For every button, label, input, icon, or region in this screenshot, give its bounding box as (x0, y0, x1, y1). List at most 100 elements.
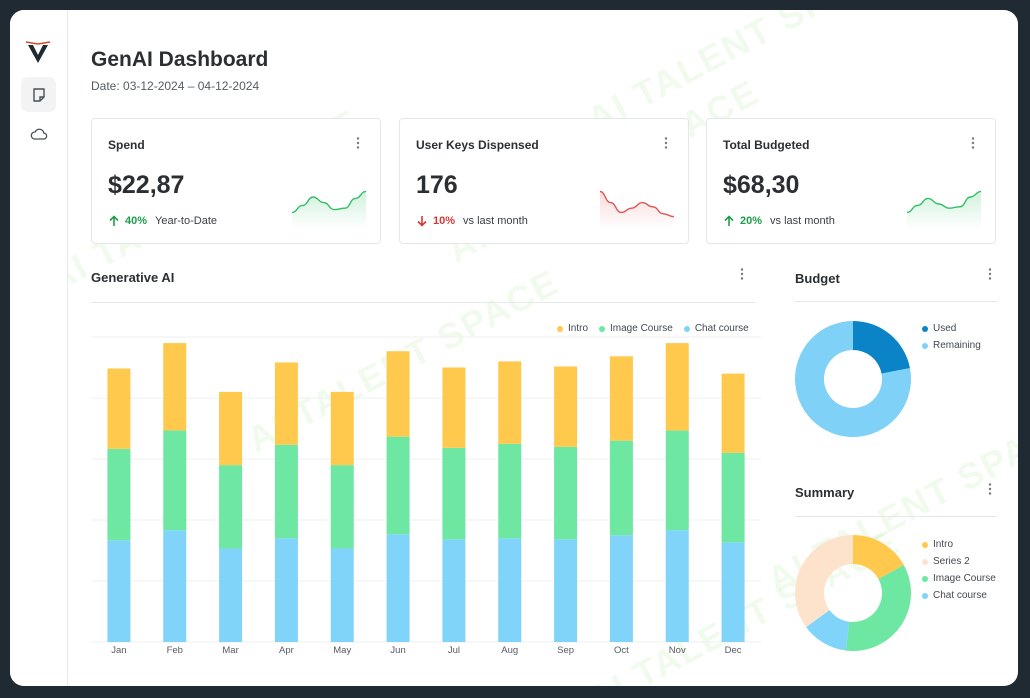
legend-label: Image Course (933, 573, 996, 584)
summary-legend: Intro Series 2 Image Course Chat course (922, 536, 996, 604)
sidebar-item-cloud[interactable] (21, 116, 56, 151)
legend-item-intro[interactable]: Intro (557, 323, 588, 334)
document-icon (32, 87, 45, 102)
kpi-card-total-budgeted[interactable]: Total Budgeted $68,30 20% vs last month (706, 118, 996, 244)
summary-donut-chart (795, 535, 911, 651)
sidebar-item-documents[interactable] (21, 77, 56, 112)
x-tick-label: Nov (669, 645, 686, 655)
bar-chat-course-apr (274, 538, 298, 642)
more-options-icon[interactable] (983, 482, 997, 496)
bar-image-course-jan (107, 448, 131, 541)
legend-label: Image Course (610, 323, 673, 334)
section-divider (91, 302, 755, 303)
bar-intro-nov (665, 343, 689, 431)
budget-title: Budget (795, 271, 840, 286)
kpi-value: 176 (416, 171, 458, 199)
generative-ai-title: Generative AI (91, 270, 175, 285)
bar-image-course-sep (554, 446, 578, 540)
more-options-icon[interactable] (659, 136, 673, 150)
legend-item-chat-course[interactable]: Chat course (922, 587, 996, 604)
legend-label: Chat course (933, 590, 987, 601)
bar-intro-mar (219, 391, 243, 466)
bar-image-course-aug (498, 443, 522, 539)
page-title: GenAI Dashboard (91, 48, 269, 71)
legend-item-used[interactable]: Used (922, 320, 981, 337)
bar-intro-jul (442, 367, 466, 448)
bar-chat-course-sep (554, 539, 578, 642)
legend-label: Chat course (694, 323, 749, 334)
app-window: AI TALENT SPACE AI TALENT SPACE AI TALEN… (10, 10, 1018, 686)
x-tick-label: Mar (222, 645, 238, 655)
legend-item-image-course[interactable]: Image Course (922, 570, 996, 587)
bar-chat-course-jan (107, 540, 131, 642)
kpi-change-percent: 20% (740, 215, 763, 227)
bar-image-course-jun (386, 436, 410, 535)
more-options-icon[interactable] (983, 267, 997, 281)
bar-intro-sep (554, 366, 578, 447)
sparkline-line (907, 190, 981, 214)
bar-chat-course-jul (442, 539, 466, 642)
bar-intro-oct (609, 356, 633, 441)
bar-intro-jan (107, 368, 131, 449)
kpi-change-label: vs last month (463, 215, 528, 227)
cloud-icon (30, 128, 47, 140)
legend-item-series-2[interactable]: Series 2 (922, 553, 996, 570)
arrow-down-icon (417, 216, 427, 227)
arrow-up-icon (109, 215, 119, 226)
kpi-change-label: Year-to-Date (155, 215, 217, 227)
bar-image-course-dec (721, 452, 745, 543)
sidebar (10, 10, 68, 686)
x-tick-label: Dec (725, 645, 742, 655)
more-options-icon[interactable] (735, 267, 749, 281)
bar-intro-feb (163, 343, 187, 431)
bar-chat-course-dec (721, 542, 745, 642)
bar-chat-course-jun (386, 534, 410, 642)
more-options-icon[interactable] (351, 136, 365, 150)
budget-legend: Used Remaining (922, 320, 981, 354)
kpi-change-percent: 40% (125, 215, 148, 227)
x-tick-label: Jul (448, 645, 460, 655)
legend-item-image-course[interactable]: Image Course (599, 323, 673, 334)
legend-item-chat-course[interactable]: Chat course (683, 323, 749, 334)
bar-intro-aug (498, 361, 522, 444)
kpi-title: User Keys Dispensed (416, 138, 539, 152)
kpi-change-percent: 10% (433, 215, 456, 227)
bar-image-course-apr (274, 444, 298, 539)
sparkline (292, 190, 366, 229)
sparkline-line (600, 190, 674, 218)
donut-slice-used (853, 321, 910, 374)
bar-image-course-oct (609, 440, 633, 536)
section-divider (795, 516, 997, 517)
kpi-value: $22,87 (108, 171, 185, 199)
more-options-icon[interactable] (966, 136, 980, 150)
bar-image-course-feb (163, 430, 187, 531)
x-tick-label: Oct (614, 645, 629, 655)
kpi-change: 40% Year-to-Date (108, 215, 217, 227)
bar-intro-may (330, 391, 354, 466)
donut-slice-intro (853, 535, 904, 580)
legend-item-intro[interactable]: Intro (922, 536, 996, 553)
kpi-value: $68,30 (723, 171, 800, 199)
bar-chat-course-mar (219, 548, 243, 642)
bar-chat-course-feb (163, 530, 187, 642)
legend-label: Remaining (933, 340, 981, 351)
bar-chat-course-aug (498, 538, 522, 642)
bar-chat-course-may (330, 548, 354, 642)
kpi-card-spend[interactable]: Spend $22,87 40% Year-to-Date (91, 118, 381, 244)
bar-image-course-nov (665, 430, 689, 531)
kpi-change: 10% vs last month (416, 215, 528, 227)
brand-logo-icon[interactable] (23, 36, 53, 66)
legend-item-remaining[interactable]: Remaining (922, 337, 981, 354)
bar-intro-jun (386, 351, 410, 437)
bar-chat-course-oct (609, 535, 633, 642)
sparkline (600, 190, 674, 229)
sparkline-area (907, 191, 981, 229)
x-tick-label: Jan (111, 645, 126, 655)
x-tick-label: Jun (390, 645, 405, 655)
bar-chat-course-nov (665, 530, 689, 642)
kpi-title: Total Budgeted (723, 138, 810, 152)
bar-intro-apr (274, 362, 298, 445)
kpi-card-user-keys[interactable]: User Keys Dispensed 176 10% vs last mont… (399, 118, 689, 244)
bar-image-course-may (330, 465, 354, 549)
bar-chart-legend: Intro Image Course Chat course (557, 323, 749, 334)
